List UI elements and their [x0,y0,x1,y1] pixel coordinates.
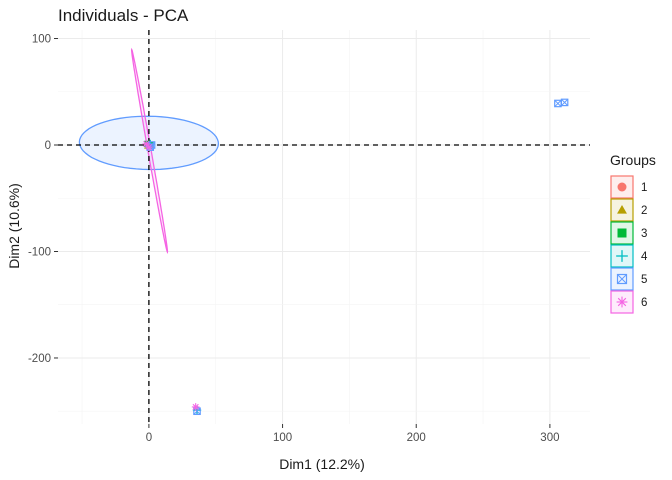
y-tick-label: 100 [32,34,51,46]
legend-title: Groups [610,152,656,168]
marker-asterisk-arm [145,144,152,151]
x-tick-label: 300 [540,432,559,444]
point-group-5 [560,98,569,107]
y-tick-label: -100 [28,246,51,258]
legend-label: 3 [641,228,647,240]
marker-asterisk-arm [617,297,627,307]
marker-circle [617,182,627,192]
legend-label: 4 [641,251,648,263]
point-group-6 [145,143,153,151]
legend-key-marker [616,296,628,308]
y-tick-label: -200 [28,353,51,365]
marker-x2 [554,99,562,108]
marker-asterisk-arm [192,403,199,411]
point-group-5 [554,99,562,108]
legend-label: 1 [641,182,647,194]
marker-square [617,228,627,238]
point-group-6 [191,403,200,411]
y-tick-label: 0 [45,140,51,152]
x-axis-title: Dim1 (12.2%) [279,456,365,472]
marker-x2 [561,98,569,106]
marker-triangle [617,205,627,214]
marker-asterisk-arm [143,140,150,148]
chart-title: Individuals - PCA [58,6,189,25]
marker-box [560,98,569,107]
legend-label: 6 [641,297,647,309]
reference-lines [58,30,590,424]
marker-box [616,273,628,285]
x-axis-ticks: 0 100 200 300 [146,424,559,444]
x-tick-label: 0 [146,432,152,444]
point-group-5 [193,407,201,416]
legend-key-marker [616,273,628,285]
legend-key-marker [616,250,628,262]
data-points [142,98,569,416]
legend-key-marker [617,228,627,238]
x-tick-label: 200 [407,432,426,444]
y-axis-title: Dim2 (10.6%) [6,183,22,269]
x-tick-label: 100 [273,432,292,444]
legend-key-marker [617,182,627,192]
legend-label: 5 [641,274,647,286]
legend-key-marker [617,205,627,214]
y-axis-ticks: 100 0 -100 -200 [28,34,58,365]
marker-x2 [617,274,627,284]
legend: Groups 1 2 3 4 5 6 [610,152,656,314]
marker-x2 [193,407,201,415]
legend-label: 2 [641,205,647,217]
